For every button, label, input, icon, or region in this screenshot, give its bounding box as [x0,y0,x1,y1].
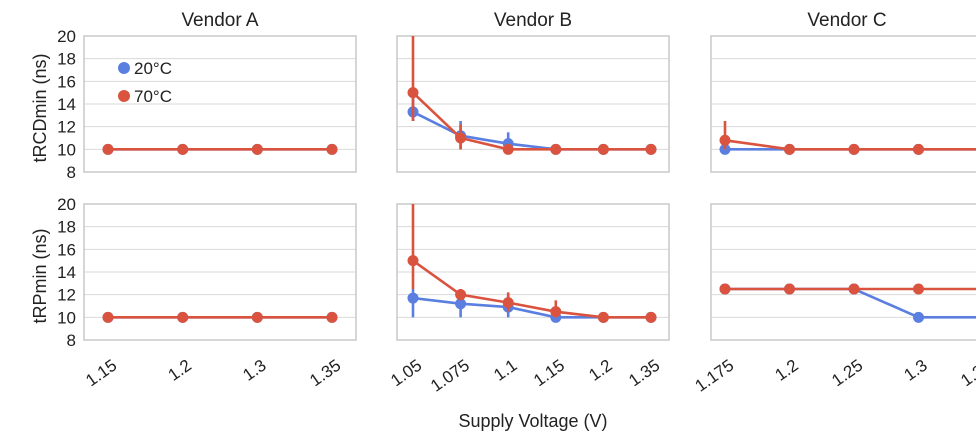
panel-frame [710,203,976,341]
x-tick-label: 1.15 [530,356,568,391]
data-point [102,143,114,155]
y-tick-label: 20 [57,27,76,46]
x-axis-label: Supply Voltage (V) [458,411,607,431]
x-tick-label: 1.075 [427,356,473,396]
data-point [102,311,114,323]
x-tick-label: 1.3 [901,356,931,385]
panel-trpmin-vendor-b: 1.05 1.075 1.1 1.15 1.2 1.35 [387,203,670,396]
y-tick-label: 16 [57,240,76,259]
row-label-trpmin: tRPmin (ns) [30,228,50,323]
data-point [502,297,514,309]
column-title-vendor-b: Vendor B [494,10,572,31]
panel-trcdmin-vendor-a: 8 10 12 14 16 18 20 [57,27,357,182]
data-point [407,292,419,304]
series-line [412,259,651,319]
y-tick-label: 8 [67,163,76,182]
data-point [719,283,731,295]
legend-label: 70°C [134,87,172,106]
y-tick-label: 8 [67,331,76,350]
x-tick-label: 1.175 [692,356,738,396]
data-point [455,289,467,301]
y-tick-label: 10 [57,308,76,327]
x-tick-label: 1.2 [585,356,615,385]
y-tick-label: 16 [57,72,76,91]
panel-trpmin-vendor-c: 1.175 1.2 1.25 1.3 1.35 [692,203,976,396]
series-line [412,110,651,151]
panel-trcdmin-vendor-b [396,35,670,173]
panel-frame [710,35,976,173]
x-tick-label: 1.3 [239,356,269,385]
series-line [412,91,651,151]
y-tick-label: 10 [57,140,76,159]
y-tick-label: 14 [57,263,76,282]
data-point [251,311,263,323]
row-label-trcdmin: tRCDmin (ns) [30,53,50,162]
data-point [597,311,609,323]
panel-frame [396,35,670,173]
data-point [913,143,924,155]
x-tick-label: 1.2 [165,356,195,385]
data-point [784,283,795,295]
panel-frame [396,203,670,341]
x-tick-label: 1.35 [957,356,976,391]
data-point [597,143,609,155]
data-point [177,311,189,323]
data-point [177,143,189,155]
panel-frame [83,203,357,341]
data-point [848,143,860,155]
data-point [455,298,467,310]
x-tick-label: 1.05 [387,356,425,391]
data-point [913,311,924,323]
column-title-vendor-c: Vendor C [807,10,886,31]
x-tick-label: 1.2 [772,356,802,385]
legend-marker [118,90,130,102]
legend-label: 20°C [134,59,172,78]
legend-marker [118,62,130,74]
y-tick-label: 12 [57,286,76,305]
series-line [725,287,976,319]
data-point [550,143,562,155]
data-point [407,255,419,267]
panel-frame [83,35,357,173]
y-tick-label: 20 [57,195,76,214]
data-point [719,134,731,146]
data-point [913,283,924,295]
y-tick-label: 14 [57,95,76,114]
data-point [848,283,860,295]
panel-trcdmin-vendor-c [710,35,976,173]
y-tick-label: 18 [57,218,76,237]
data-point [326,311,338,323]
y-tick-label: 12 [57,118,76,137]
column-title-vendor-a: Vendor A [181,10,258,31]
x-tick-label: 1.15 [82,356,120,391]
data-point [326,143,338,155]
data-point [645,311,657,323]
data-point [251,143,263,155]
x-tick-label: 1.35 [306,356,344,391]
data-point [455,132,467,144]
data-point [550,306,562,318]
y-tick-label: 18 [57,50,76,69]
panel-trpmin-vendor-a: 8 10 12 14 16 18 20 1.15 1.2 1.3 1.35 [57,195,357,391]
data-point [645,143,657,155]
data-point [784,143,795,155]
x-tick-label: 1.1 [490,356,520,385]
x-tick-label: 1.25 [828,356,866,391]
data-point [502,143,514,155]
data-point [407,87,419,99]
x-tick-label: 1.35 [625,356,663,391]
